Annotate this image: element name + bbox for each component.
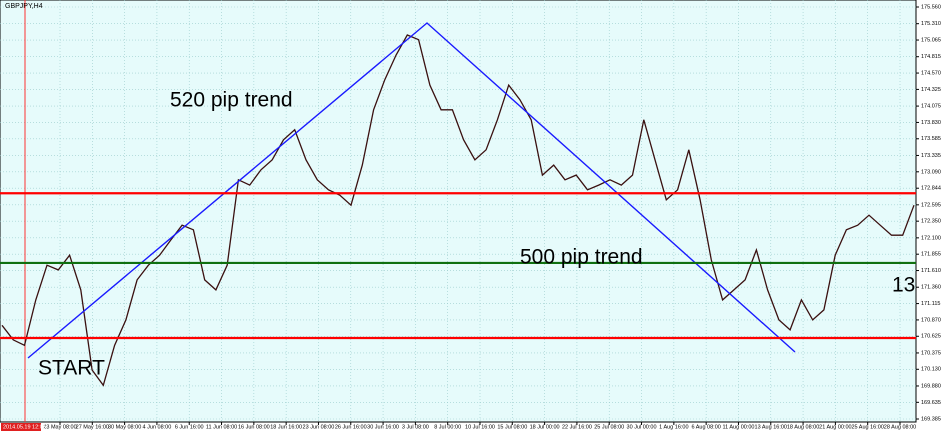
y-tick-label: 172.844 — [921, 186, 941, 192]
y-tick-label: 172.595 — [921, 202, 941, 208]
x-tick-label: 13 Aug 16:00 — [755, 424, 787, 430]
x-tick-label: 23 Jun 08:00 — [303, 424, 335, 430]
x-tick-label: 16 Jun 08:00 — [238, 424, 270, 430]
y-tick-label: 170.130 — [921, 367, 941, 373]
x-tick-label: 23 May 08:00 — [43, 424, 76, 430]
y-tick-label: 175.310 — [921, 21, 941, 27]
y-tick-label: 170.625 — [921, 334, 941, 340]
y-tick-label: 173.090 — [921, 169, 941, 175]
chart-title: GBPJPY,H4 — [5, 3, 43, 10]
y-tick-label: 175.065 — [921, 37, 941, 43]
y-tick-label: 172.350 — [921, 219, 941, 225]
x-tick-label: 30 May 08:00 — [108, 424, 141, 430]
y-tick-label: 171.610 — [921, 268, 941, 274]
x-tick-label: 25 Aug 16:00 — [851, 424, 883, 430]
x-tick-label: 28 Aug 08:00 — [884, 424, 916, 430]
y-tick-label: 174.815 — [921, 54, 941, 60]
y-tick-label: 171.855 — [921, 252, 941, 258]
x-tick-label: 22 Jul 16:00 — [562, 424, 592, 430]
x-tick-label: 8 Jul 00:00 — [434, 424, 461, 430]
x-tick-label: 11 Jun 08:00 — [206, 424, 237, 430]
x-tick-label: 3 Jul 08:00 — [402, 424, 429, 430]
x-tick-label: 26 Jun 16:00 — [335, 424, 367, 430]
x-tick-label: 4 Jun 08:00 — [143, 424, 172, 430]
x-tick-label: 18 Jun 16:00 — [270, 424, 302, 430]
x-tick-label: 30 Jul 00:00 — [627, 424, 657, 430]
x-tick-label: 1 Aug 16:00 — [659, 424, 688, 430]
x-tick-label: 18 Jul 00:00 — [530, 424, 560, 430]
annotation: START — [38, 357, 105, 380]
y-tick-label: 173.585 — [921, 136, 941, 142]
y-tick-label: 174.075 — [921, 104, 941, 110]
y-tick-label: 173.335 — [921, 153, 941, 159]
x-tick-label: 27 May 16:00 — [76, 424, 109, 430]
x-tick-label: 6 Jun 16:00 — [175, 424, 204, 430]
y-tick-label: 171.115 — [921, 301, 940, 307]
x-tick-label: 11 Aug 00:00 — [722, 424, 754, 430]
y-tick-label: 174.325 — [921, 87, 941, 93]
x-tick-label: 6 Aug 08:00 — [691, 424, 720, 430]
y-tick-label: 172.100 — [921, 235, 941, 241]
x-tick-label: 15 Jul 08:00 — [497, 424, 527, 430]
cursor-label: 2014.05.19 12:00 — [3, 424, 46, 430]
y-tick-label: 173.830 — [921, 120, 941, 126]
annotation: 520 pip trend — [170, 89, 293, 112]
x-tick-label: 21 Aug 00:00 — [819, 424, 851, 430]
y-tick-label: 174.570 — [921, 71, 941, 77]
annotation: 500 pip trend — [520, 246, 643, 269]
x-tick-label: 10 Jul 16:00 — [465, 424, 495, 430]
y-tick-label: 171.360 — [921, 285, 941, 291]
y-tick-label: 170.375 — [921, 350, 941, 356]
y-tick-label: 169.635 — [921, 400, 941, 406]
y-tick-label: 169.385 — [921, 416, 941, 422]
x-tick-label: 25 Jul 08:00 — [594, 424, 624, 430]
x-tick-label: 30 Jun 16:00 — [367, 424, 399, 430]
x-tick-label: 18 Aug 08:00 — [787, 424, 819, 430]
y-tick-label: 170.870 — [921, 317, 941, 323]
y-tick-label: 169.880 — [921, 383, 941, 389]
y-tick-label: 175.560 — [921, 4, 941, 10]
annotation: 13 — [892, 274, 915, 297]
plot-area — [0, 0, 916, 422]
